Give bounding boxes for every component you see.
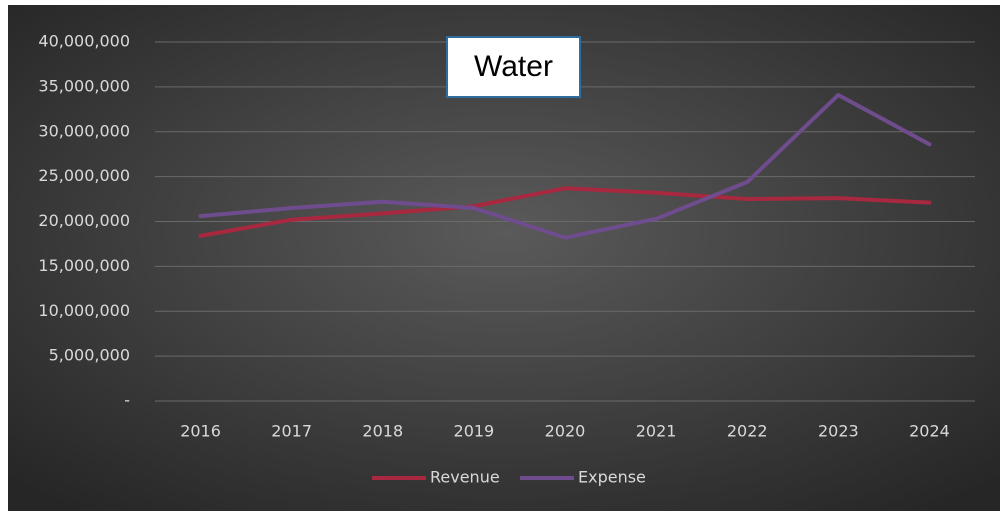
x-tick-label: 2022 [727, 422, 768, 441]
y-tick-label: 25,000,000 [38, 166, 130, 185]
x-tick-label: 2019 [454, 422, 495, 441]
y-tick-label: 15,000,000 [38, 256, 130, 275]
x-tick-label: 2020 [545, 422, 586, 441]
y-tick-label: - [124, 391, 130, 410]
x-tick-label: 2024 [909, 422, 950, 441]
plot-area: - 5,000,000 10,000,000 15,000,000 20,000,000… [38, 32, 975, 487]
y-tick-label: 5,000,000 [49, 346, 130, 365]
x-tick-label: 2023 [818, 422, 859, 441]
y-tick-label: 10,000,000 [38, 301, 130, 320]
x-tick-label: 2018 [362, 422, 403, 441]
y-tick-label: 40,000,000 [38, 32, 130, 51]
x-tick-label: 2016 [180, 422, 221, 441]
title-box [446, 36, 581, 98]
legend-label: Expense [578, 468, 646, 487]
line-series [198, 92, 932, 240]
x-tick-label: 2021 [636, 422, 677, 441]
line-series [198, 186, 932, 238]
chart-title: Water [474, 50, 553, 83]
y-tick-label: 20,000,000 [38, 211, 130, 230]
y-tick-label: 35,000,000 [38, 76, 130, 95]
y-tick-label: 30,000,000 [38, 121, 130, 140]
legend-label: Revenue [430, 468, 500, 487]
x-tick-label: 2017 [271, 422, 312, 441]
